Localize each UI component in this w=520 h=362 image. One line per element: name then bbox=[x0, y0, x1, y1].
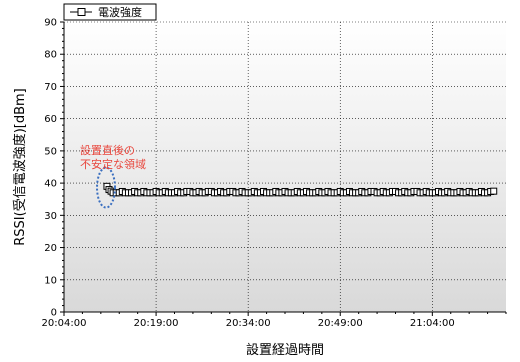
x-tick-label: 20:04:00 bbox=[42, 318, 87, 329]
y-tick-label: 30 bbox=[44, 211, 57, 222]
legend-marker bbox=[77, 8, 86, 16]
y-axis-title: RSSI(受信電波強度)[dBm] bbox=[12, 88, 28, 246]
y-tick-label: 70 bbox=[44, 82, 57, 93]
x-axis-title: 設置経過時間 bbox=[246, 342, 324, 358]
y-tick-label: 0 bbox=[51, 308, 57, 319]
legend-label: 電波強度 bbox=[98, 5, 142, 19]
annotation-line-1: 設置直後の bbox=[80, 143, 135, 157]
legend: 電波強度 bbox=[63, 3, 157, 21]
grid-lines bbox=[64, 21, 506, 312]
y-tick-label: 80 bbox=[44, 50, 57, 61]
y-tick-label: 50 bbox=[44, 146, 57, 157]
y-tick-label: 60 bbox=[44, 114, 57, 125]
x-tick-label: 20:49:00 bbox=[318, 318, 363, 329]
x-tick-label: 21:04:00 bbox=[410, 318, 455, 329]
y-tick-label: 10 bbox=[44, 275, 57, 286]
x-tick-label: 20:34:00 bbox=[226, 318, 271, 329]
annotation-line-2: 不安定な領域 bbox=[80, 157, 146, 171]
y-axis: 0 10 20 30 40 50 60 70 80 90 bbox=[44, 18, 64, 319]
legend-box bbox=[63, 3, 157, 21]
data-series-markers bbox=[103, 182, 498, 197]
y-tick-label: 90 bbox=[44, 18, 57, 29]
x-tick-label: 20:19:00 bbox=[134, 318, 179, 329]
y-tick-label: 20 bbox=[44, 243, 57, 254]
unstable-region-ellipse bbox=[96, 166, 117, 209]
x-axis: 20:04:00 20:19:00 20:34:00 20:49:00 21:04:00 bbox=[42, 312, 507, 329]
y-tick-label: 40 bbox=[44, 179, 57, 190]
data-point bbox=[490, 187, 498, 195]
